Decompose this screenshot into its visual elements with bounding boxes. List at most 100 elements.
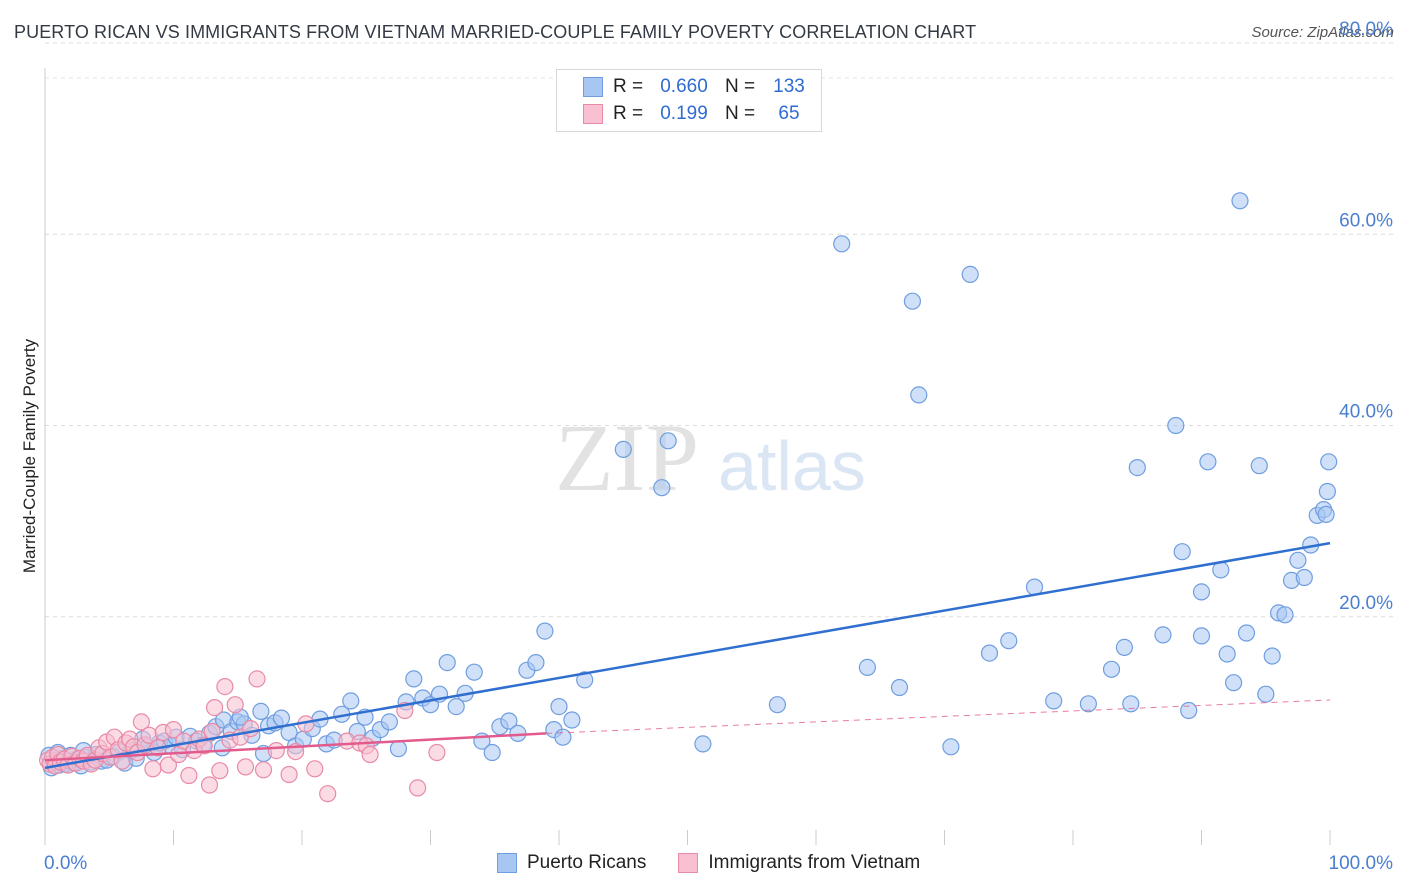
point-vietnam-63 [428, 743, 446, 762]
point-puerto-ricans-64 [447, 697, 465, 716]
trend-line-vietnam [44, 732, 547, 762]
point-puerto-ricans-95 [1102, 660, 1121, 678]
point-vietnam-42 [211, 762, 229, 780]
point-puerto-ricans-39 [252, 702, 270, 721]
axes [44, 68, 1331, 845]
point-vietnam-40 [200, 776, 219, 794]
legend-n-value: 133 [773, 76, 805, 97]
y-axis-label: Married-Couple Family Poverty [20, 338, 39, 573]
legend-n-label: N = [725, 76, 756, 97]
point-puerto-ricans-78 [576, 671, 594, 689]
watermark-atlas: atlas [718, 427, 866, 505]
point-puerto-ricans-82 [768, 696, 787, 714]
point-vietnam-60 [361, 745, 379, 764]
point-vietnam-43 [216, 677, 234, 696]
legend-swatch-pink [583, 104, 603, 124]
point-puerto-ricans-70 [500, 712, 518, 730]
point-puerto-ricans-77 [563, 711, 581, 729]
y-tick-label-80: 80.0% [1339, 19, 1393, 40]
point-puerto-ricans-129 [1122, 695, 1140, 713]
series-legend: Puerto Ricans Immigrants from Vietnam [497, 852, 952, 874]
point-puerto-ricans-97 [1128, 459, 1146, 477]
point-puerto-ricans-108 [1237, 624, 1256, 642]
point-puerto-ricans-83 [833, 235, 851, 253]
point-vietnam-62 [409, 779, 427, 797]
point-vietnam-26 [132, 713, 150, 731]
point-puerto-ricans-59 [405, 670, 423, 688]
point-puerto-ricans-96 [1115, 638, 1134, 657]
watermark-zip: ZIP [555, 404, 699, 511]
legend-item-immigrants-from-vietnam: Immigrants from Vietnam [678, 852, 920, 874]
tick-labels: 20.0% 40.0% 60.0% 80.0% 0.0% 100.0% [44, 19, 1393, 874]
point-vietnam-52 [280, 765, 298, 784]
source-label: Source: ZipAtlas.com [1251, 24, 1394, 41]
legend-r-value: 0.199 [660, 103, 708, 124]
legend-swatch-blue [583, 77, 603, 97]
point-vietnam-48 [242, 719, 260, 738]
point-vietnam-56 [319, 785, 337, 803]
point-puerto-ricans-93 [1045, 692, 1063, 710]
point-vietnam-41 [206, 698, 224, 717]
y-tick-label-20: 20.0% [1339, 593, 1393, 614]
point-puerto-ricans-94 [1079, 695, 1098, 713]
point-vietnam-47 [236, 758, 255, 776]
trend-line-vietnam-extension [546, 699, 1331, 734]
legend-r-value: 0.660 [660, 76, 708, 97]
legend-row-puerto-ricans: R = 0.660 N = 133 [583, 74, 809, 100]
point-vietnam-29 [144, 760, 162, 778]
point-puerto-ricans-103 [1199, 453, 1217, 471]
point-puerto-ricans-42 [272, 709, 290, 727]
point-puerto-ricans-63 [438, 653, 456, 672]
point-puerto-ricans-89 [961, 265, 979, 283]
point-vietnam-50 [254, 761, 273, 779]
point-puerto-ricans-56 [380, 713, 398, 731]
legend-n-value: 65 [778, 103, 800, 124]
point-puerto-ricans-88 [942, 738, 960, 756]
point-puerto-ricans-74 [536, 622, 554, 640]
point-puerto-ricans-73 [527, 653, 545, 672]
y-tick-label-40: 40.0% [1339, 402, 1393, 423]
point-puerto-ricans-105 [1218, 645, 1236, 663]
watermark: ZIP atlas [555, 404, 866, 511]
point-puerto-ricans-113 [1276, 606, 1294, 624]
point-puerto-ricans-116 [1295, 568, 1313, 587]
point-puerto-ricans-68 [483, 743, 501, 762]
point-vietnam-33 [164, 720, 183, 739]
point-puerto-ricans-120 [1317, 505, 1335, 524]
trend-lines [44, 541, 1331, 770]
point-vietnam-45 [226, 696, 244, 714]
point-puerto-ricans-99 [1167, 416, 1185, 435]
point-puerto-ricans-128 [550, 697, 568, 716]
trend-line-puerto-ricans [44, 541, 1331, 770]
legend-n-label: N = [725, 103, 756, 124]
point-puerto-ricans-80 [653, 479, 671, 497]
point-puerto-ricans-132 [659, 432, 677, 450]
legend-swatch-pink [678, 853, 699, 873]
point-vietnam-51 [267, 741, 285, 760]
point-puerto-ricans-51 [342, 692, 360, 710]
point-puerto-ricans-57 [389, 740, 407, 758]
point-puerto-ricans-122 [1320, 453, 1338, 471]
legend-label-puerto-ricans: Puerto Ricans [527, 852, 647, 873]
legend-r-label: R = [613, 76, 644, 97]
point-puerto-ricans-102 [1192, 583, 1211, 601]
point-puerto-ricans-106 [1224, 674, 1243, 692]
point-puerto-ricans-107 [1231, 192, 1249, 210]
point-puerto-ricans-101 [1180, 701, 1198, 720]
point-vietnam-32 [159, 756, 177, 774]
point-puerto-ricans-131 [1192, 627, 1211, 645]
legend-swatch-blue [497, 853, 517, 873]
point-vietnam-36 [180, 766, 198, 785]
point-puerto-ricans-79 [614, 440, 632, 458]
legend-row-immigrants-from-vietnam: R = 0.199 N = 65 [583, 101, 809, 127]
point-puerto-ricans-81 [694, 735, 712, 753]
point-puerto-ricans-121 [1318, 482, 1337, 501]
point-puerto-ricans-109 [1250, 457, 1268, 475]
legend-r-label: R = [613, 103, 644, 124]
y-tick-label-60: 60.0% [1339, 210, 1393, 231]
point-puerto-ricans-91 [1000, 632, 1018, 650]
point-puerto-ricans-115 [1289, 551, 1307, 569]
point-puerto-ricans-84 [858, 658, 877, 677]
point-puerto-ricans-98 [1154, 626, 1172, 644]
